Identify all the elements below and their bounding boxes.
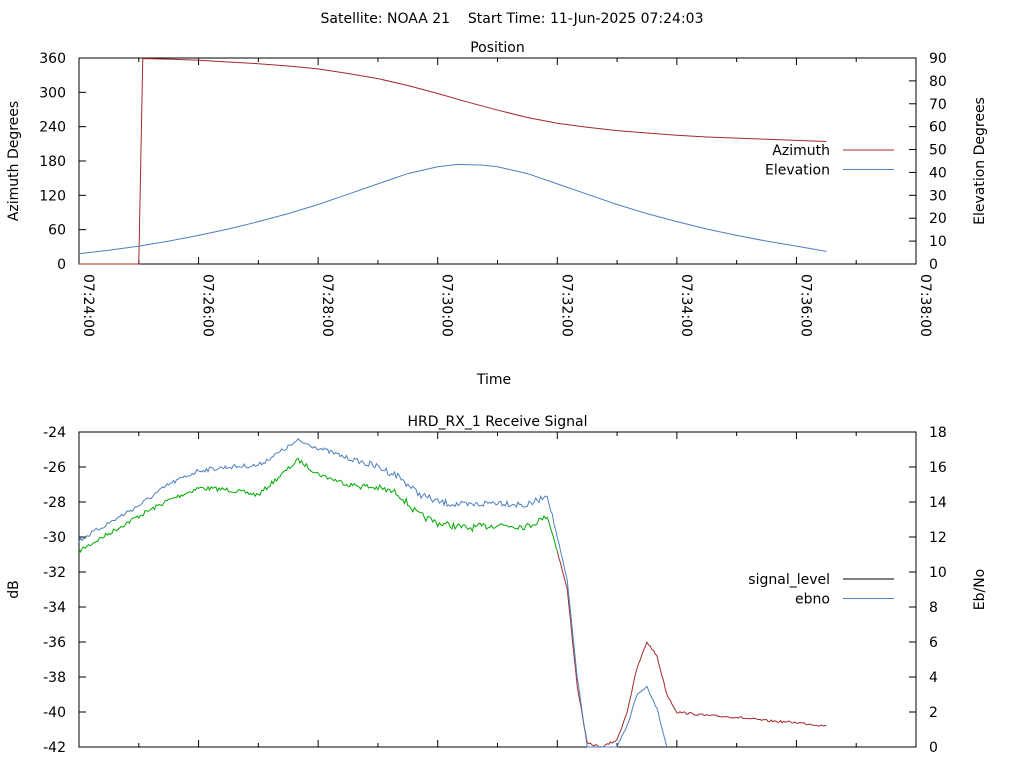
x-axis-label: Time xyxy=(476,372,511,388)
y2-tick-label: 4 xyxy=(929,670,938,686)
y-tick-label: -38 xyxy=(43,670,66,686)
y2-tick-label: 40 xyxy=(929,165,947,181)
y-tick-label: -26 xyxy=(43,460,66,476)
y2-tick-label: 8 xyxy=(929,600,938,616)
x-tick-label: 07:34:00 xyxy=(678,274,694,337)
y-tick-label: 180 xyxy=(39,154,66,170)
x-tick-label: 07:30:00 xyxy=(439,274,455,337)
y2-tick-label: 18 xyxy=(929,425,947,441)
chart-title: Position xyxy=(470,40,525,56)
series-line-Azimuth xyxy=(79,58,827,265)
y2-tick-label: 20 xyxy=(929,211,947,227)
legend-label: Elevation xyxy=(765,163,830,179)
plot-frame xyxy=(78,57,917,265)
y2-tick-label: 90 xyxy=(929,51,947,67)
plot-frame xyxy=(78,431,917,748)
y2-axis-label: Eb/No xyxy=(972,569,988,611)
series-line-Elevation xyxy=(78,163,827,255)
x-tick-label: 07:28:00 xyxy=(319,274,335,337)
y2-tick-label: 10 xyxy=(929,234,947,250)
y-tick-label: -34 xyxy=(43,600,66,616)
y2-tick-label: 60 xyxy=(929,120,947,136)
series-line-signal_level xyxy=(78,457,558,554)
y-axis-label: dB xyxy=(6,580,22,599)
y2-tick-label: 0 xyxy=(929,257,938,273)
y-tick-label: -32 xyxy=(43,565,66,581)
y-tick-label: -28 xyxy=(43,495,66,511)
chart-title: HRD_RX_1 Receive Signal xyxy=(408,414,588,430)
y2-tick-label: 0 xyxy=(929,740,938,756)
y-tick-label: 240 xyxy=(39,120,66,136)
y2-tick-label: 6 xyxy=(929,635,938,651)
y-tick-label: 300 xyxy=(39,85,66,101)
y-tick-label: -24 xyxy=(43,425,66,441)
y2-tick-label: 14 xyxy=(929,495,947,511)
x-tick-label: 07:24:00 xyxy=(80,274,96,337)
page-title: Satellite: NOAA 21 Start Time: 11-Jun-20… xyxy=(321,11,704,27)
x-tick-label: 07:36:00 xyxy=(797,274,813,337)
x-tick-label: 07:38:00 xyxy=(917,274,933,337)
y-tick-label: 60 xyxy=(48,223,66,239)
y-tick-label: -40 xyxy=(43,705,66,721)
x-tick-label: 07:32:00 xyxy=(558,274,574,337)
legend-label: ebno xyxy=(795,592,830,608)
y-tick-label: 360 xyxy=(39,51,66,67)
y2-tick-label: 16 xyxy=(929,460,947,476)
y2-tick-label: 12 xyxy=(929,530,947,546)
y-axis-label: Azimuth Degrees xyxy=(6,101,22,221)
x-tick-label: 07:26:00 xyxy=(200,274,216,337)
y2-tick-label: 70 xyxy=(929,97,947,113)
y2-tick-label: 10 xyxy=(929,565,947,581)
y2-tick-label: 2 xyxy=(929,705,938,721)
y2-tick-label: 50 xyxy=(929,143,947,159)
legend-label: Azimuth xyxy=(772,143,830,159)
y-tick-label: -42 xyxy=(43,740,66,756)
series-line-ebno xyxy=(78,438,668,748)
y2-tick-label: 80 xyxy=(929,74,947,90)
legend-label: signal_level xyxy=(748,572,830,588)
y-tick-label: 120 xyxy=(39,188,66,204)
y2-axis-label: Elevation Degrees xyxy=(972,97,988,225)
y-tick-label: -36 xyxy=(43,635,66,651)
y-tick-label: -30 xyxy=(43,530,66,546)
y-tick-label: 0 xyxy=(57,257,66,273)
y2-tick-label: 30 xyxy=(929,188,947,204)
